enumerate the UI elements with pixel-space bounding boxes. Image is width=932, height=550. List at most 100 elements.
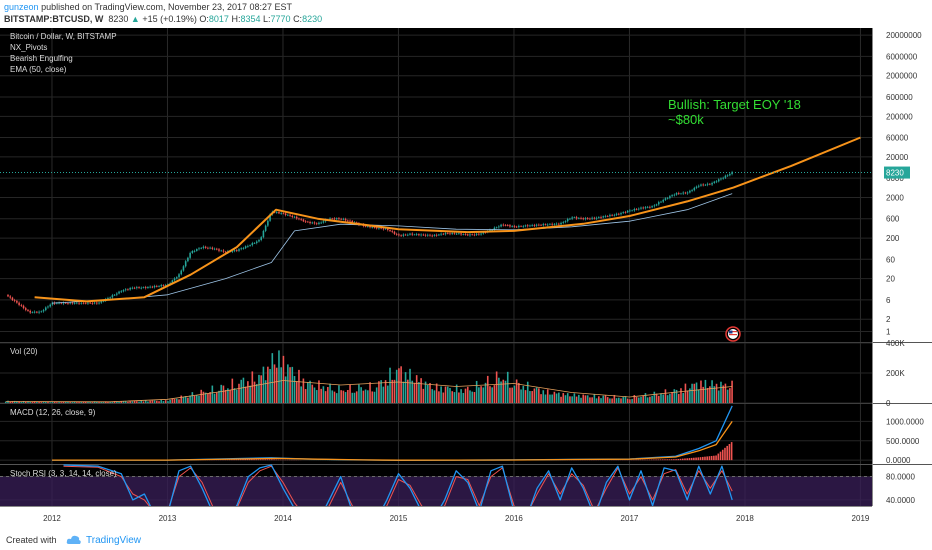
macd-histogram-bar <box>661 459 664 461</box>
macd-histogram-bar <box>706 456 708 461</box>
macd-histogram-bar <box>666 459 669 461</box>
candle-body <box>580 217 582 219</box>
volume-bar <box>404 372 407 403</box>
volume-bar <box>149 400 151 403</box>
candle-body <box>602 216 605 218</box>
candle-body <box>651 206 653 208</box>
volume-bar <box>249 385 251 403</box>
candle-body <box>426 234 429 236</box>
volume-bar <box>664 389 667 403</box>
stoch-rsi-pane: Stoch RSI (3, 3, 14, 14, close) <box>0 464 872 524</box>
volume-bar <box>609 398 611 403</box>
volume-bar <box>415 375 418 403</box>
volume-bar <box>717 390 720 403</box>
y-tick-label: 2000 <box>886 193 904 202</box>
volume-bar <box>731 380 733 403</box>
candle-body <box>455 233 458 235</box>
candle-body <box>540 224 542 226</box>
volume-bar <box>118 401 120 403</box>
y-tick-label: 20000 <box>886 153 909 162</box>
candle-body <box>611 214 613 216</box>
volume-bar <box>571 396 573 403</box>
change-arrow-icon: ▲ <box>130 14 140 24</box>
volume-bar <box>709 386 711 403</box>
macd-histogram-bar <box>670 459 673 461</box>
volume-bar <box>633 395 636 403</box>
candle-body <box>662 199 665 202</box>
volume-bar <box>24 401 27 403</box>
candle-body <box>62 302 65 304</box>
volume-bar <box>247 381 249 403</box>
volume-bar <box>73 401 76 403</box>
volume-bar <box>167 401 169 403</box>
volume-bar <box>533 388 536 403</box>
last-price-tag <box>884 166 910 179</box>
candle-body <box>269 214 271 221</box>
volume-bar <box>491 387 493 403</box>
volume-bar <box>435 383 438 403</box>
author-name[interactable]: gunzeon <box>4 2 39 12</box>
us-flag-icon <box>725 326 741 342</box>
candle-body <box>29 310 32 313</box>
candle-body <box>640 207 642 209</box>
macd-histogram-bar <box>251 459 253 461</box>
candle-body <box>289 214 291 216</box>
macd-signal-line <box>52 421 733 461</box>
volume-bar <box>335 393 338 403</box>
candle-body <box>84 302 87 304</box>
candle-body <box>544 224 547 225</box>
candle-body <box>613 214 616 216</box>
macd-histogram-bar <box>262 459 264 461</box>
volume-bar <box>160 399 163 403</box>
volume-bar <box>4 401 7 403</box>
macd-histogram-bar <box>713 455 715 461</box>
volume-bar <box>251 371 254 403</box>
candle-body <box>493 227 496 230</box>
candle-body <box>591 217 593 219</box>
candle-body <box>478 233 480 235</box>
volume-bar <box>89 401 91 403</box>
candle-body <box>318 222 320 224</box>
volume-bar <box>442 392 445 403</box>
x-tick-label: 2018 <box>736 514 754 523</box>
volume-bar <box>218 390 220 403</box>
volume-bar <box>340 390 342 403</box>
candle-body <box>87 302 89 304</box>
candle-body <box>371 227 374 228</box>
macd-histogram-bar <box>242 459 244 461</box>
candle-body <box>222 250 225 252</box>
close-label: C: <box>293 14 303 24</box>
candle-body <box>187 257 189 262</box>
candle-body <box>116 293 118 295</box>
candle-body <box>162 285 165 286</box>
candle-body <box>173 278 176 281</box>
footer: Created with TradingView <box>0 530 932 550</box>
candle-body <box>18 302 20 305</box>
volume-bar <box>102 401 105 403</box>
candle-body <box>275 212 278 213</box>
volume-bar <box>586 395 589 403</box>
candle-body <box>27 309 29 311</box>
low-label: L: <box>263 14 271 24</box>
volume-bar <box>80 401 83 403</box>
candle-body <box>475 233 478 235</box>
candle-body <box>387 228 389 231</box>
volume-bar <box>409 368 411 403</box>
volume-bar <box>331 390 334 403</box>
volume-bar <box>511 387 513 403</box>
candle-body <box>404 234 407 236</box>
candle-body <box>189 252 191 258</box>
candle-body <box>311 222 314 224</box>
candle-body <box>689 190 691 193</box>
candle-body <box>295 216 298 219</box>
macd-histogram-bar <box>235 459 238 461</box>
volume-bar <box>538 388 540 403</box>
volume-bar <box>522 385 525 403</box>
candle-body <box>182 266 185 271</box>
tradingview-brand[interactable]: TradingView <box>86 535 142 546</box>
candle-body <box>204 246 207 248</box>
chart-area[interactable]: 2000000060000002000000600000200000600002… <box>0 28 932 530</box>
volume-bar <box>64 401 67 403</box>
candle-body <box>69 302 71 304</box>
volume-bar <box>342 390 345 403</box>
